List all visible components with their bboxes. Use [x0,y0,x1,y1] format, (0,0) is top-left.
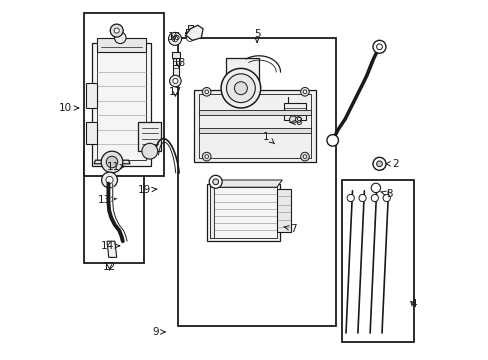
Bar [187,25,192,29]
Circle shape [300,152,309,161]
Circle shape [372,40,385,53]
Text: 16: 16 [167,32,181,42]
Circle shape [204,155,208,158]
Circle shape [172,78,178,84]
Circle shape [382,194,389,202]
Text: 11: 11 [107,162,124,172]
Circle shape [234,82,247,95]
Circle shape [326,135,338,146]
Polygon shape [199,128,310,133]
Circle shape [168,32,181,45]
Polygon shape [199,110,310,115]
Bar [84,151,143,263]
Circle shape [303,90,306,94]
Bar [194,90,316,162]
Text: 9: 9 [152,327,164,337]
Text: 10: 10 [59,103,79,113]
Circle shape [204,90,208,94]
Circle shape [295,117,301,122]
Bar [91,43,151,166]
Circle shape [142,143,158,159]
Text: 2: 2 [385,159,398,169]
Circle shape [118,35,122,40]
Bar [186,29,194,38]
Circle shape [196,30,201,35]
Circle shape [110,24,123,37]
Text: 15: 15 [185,28,202,38]
Text: 18: 18 [172,58,185,68]
Circle shape [169,75,181,87]
Text: 7: 7 [284,224,296,234]
Text: 3: 3 [380,189,392,199]
Circle shape [376,44,382,50]
Bar [225,58,258,86]
Bar [178,38,336,326]
Circle shape [172,36,178,42]
Circle shape [226,74,255,103]
Circle shape [114,32,126,44]
Circle shape [102,172,117,188]
Circle shape [346,194,354,202]
Text: 4: 4 [409,299,416,309]
Circle shape [186,34,193,41]
Bar [284,103,305,120]
Bar [210,187,276,238]
Text: 17: 17 [168,87,182,97]
Circle shape [372,157,385,170]
Circle shape [106,176,113,184]
Bar [341,180,413,342]
Circle shape [221,68,260,108]
Circle shape [289,116,296,123]
Bar [86,122,97,144]
Polygon shape [210,180,213,238]
Circle shape [300,87,309,96]
Bar [199,94,310,158]
Bar [97,49,145,160]
Circle shape [106,156,118,168]
Circle shape [370,183,380,193]
Circle shape [202,87,211,96]
Bar [206,184,280,241]
Circle shape [202,152,211,161]
Bar [84,13,163,176]
Text: 1: 1 [263,132,274,144]
Text: 12: 12 [102,262,116,272]
Bar [97,38,145,52]
Circle shape [303,155,306,158]
Text: 5: 5 [253,29,260,42]
Polygon shape [210,180,282,187]
Text: 14: 14 [101,241,120,251]
Bar [276,189,291,232]
Bar [173,56,179,77]
Bar [171,52,180,58]
Circle shape [209,175,222,188]
Text: 19: 19 [138,185,157,195]
Bar [86,83,97,108]
Text: 13: 13 [97,195,116,205]
Text: 6: 6 [222,92,232,102]
Text: 8: 8 [289,117,302,127]
Polygon shape [185,25,203,40]
Circle shape [358,194,366,202]
Bar [138,122,161,151]
Circle shape [376,161,382,167]
Circle shape [114,28,119,33]
Polygon shape [107,241,117,257]
Circle shape [190,34,196,40]
Circle shape [212,179,218,185]
Circle shape [101,151,122,173]
Polygon shape [94,160,130,164]
Circle shape [370,194,378,202]
